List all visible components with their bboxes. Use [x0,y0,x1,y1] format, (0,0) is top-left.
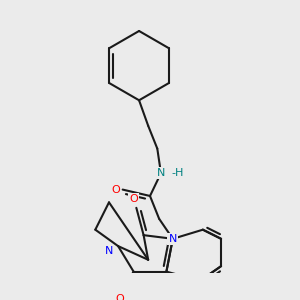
Text: N: N [157,168,165,178]
Text: O: O [129,194,138,204]
Text: O: O [116,294,124,300]
Text: N: N [169,234,177,244]
Text: -H: -H [172,168,184,178]
Text: O: O [111,184,120,195]
Text: N: N [105,246,113,256]
